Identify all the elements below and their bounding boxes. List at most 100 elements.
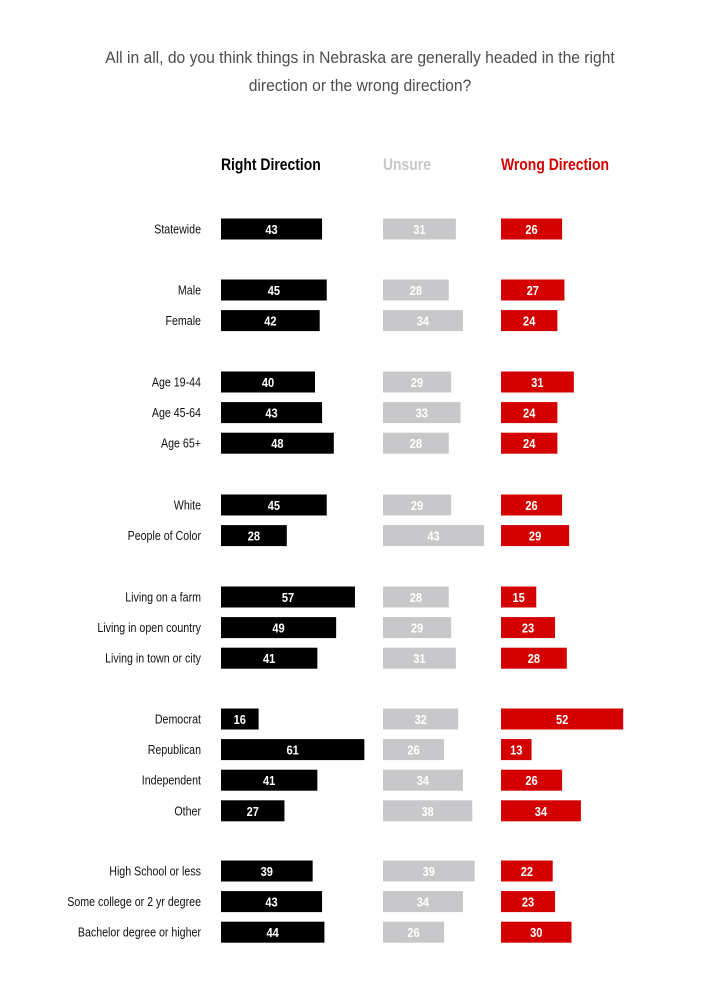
bar-unsure — [383, 860, 475, 882]
data-label: 45 — [268, 283, 281, 298]
category-label: Statewide — [154, 221, 201, 236]
bar-right-direction — [221, 218, 323, 240]
bar-wrong-direction — [501, 279, 565, 301]
data-label: 39 — [261, 864, 274, 879]
bar-unsure — [383, 310, 463, 332]
data-label: 52 — [556, 712, 569, 727]
bar-right-direction — [221, 371, 315, 393]
bar-unsure — [383, 279, 449, 301]
bar-right-direction — [221, 617, 337, 639]
category-label: Male — [178, 282, 201, 297]
data-label: 43 — [265, 222, 278, 237]
bar-wrong-direction — [501, 647, 567, 669]
bar-unsure — [383, 891, 463, 913]
category-label: Some college or 2 yr degree — [67, 894, 201, 909]
data-label: 23 — [522, 621, 535, 636]
data-label: 41 — [263, 773, 276, 788]
data-label: 42 — [264, 314, 277, 329]
bar-unsure — [383, 800, 473, 822]
bar-wrong-direction — [501, 310, 558, 332]
bar-unsure — [383, 617, 452, 639]
bar-unsure — [383, 769, 463, 791]
data-label: 23 — [522, 895, 535, 910]
bar-right-direction — [221, 310, 320, 332]
bar-wrong-direction — [501, 739, 532, 761]
bar-wrong-direction — [501, 800, 581, 822]
data-label: 49 — [272, 621, 285, 636]
bar-wrong-direction — [501, 525, 570, 547]
bar-unsure — [383, 218, 456, 240]
data-label: 48 — [271, 436, 284, 451]
data-label: 61 — [287, 743, 300, 758]
data-label: 30 — [530, 925, 543, 940]
bar-unsure — [383, 739, 445, 761]
bar-wrong-direction — [501, 921, 572, 943]
data-label: 28 — [410, 283, 423, 298]
data-label: 38 — [422, 804, 435, 819]
data-label: 44 — [267, 925, 280, 940]
bar-wrong-direction — [501, 586, 537, 608]
bar-wrong-direction — [501, 769, 563, 791]
category-label: Bachelor degree or higher — [78, 925, 201, 940]
data-label: 33 — [416, 406, 429, 421]
data-label: 28 — [528, 651, 541, 666]
bar-right-direction — [221, 860, 313, 882]
bar-wrong-direction — [501, 617, 556, 639]
category-label: Other — [174, 803, 201, 818]
data-label: 24 — [523, 314, 536, 329]
data-label: 28 — [248, 529, 261, 544]
bar-right-direction — [221, 769, 318, 791]
data-label: 31 — [531, 375, 544, 390]
legend-unsure: Unsure — [383, 156, 431, 175]
bar-wrong-direction — [501, 432, 558, 454]
bar-wrong-direction — [501, 708, 624, 730]
data-label: 26 — [525, 222, 538, 237]
bar-wrong-direction — [501, 402, 558, 424]
data-label: 15 — [512, 590, 525, 605]
data-label: 24 — [523, 436, 536, 451]
data-label: 26 — [525, 773, 538, 788]
category-label: Age 45-64 — [152, 405, 201, 420]
bar-unsure — [383, 432, 449, 454]
category-label: People of Color — [128, 528, 201, 543]
data-label: 27 — [527, 283, 540, 298]
bar-right-direction — [221, 708, 259, 730]
legend-right-direction: Right Direction — [221, 156, 321, 175]
data-label: 26 — [407, 743, 420, 758]
category-label: Female — [165, 313, 201, 328]
bar-right-direction — [221, 494, 327, 516]
bar-wrong-direction — [501, 218, 563, 240]
data-label: 24 — [523, 406, 536, 421]
bar-unsure — [383, 921, 445, 943]
data-label: 43 — [427, 529, 440, 544]
category-label: Republican — [148, 742, 201, 757]
data-label: 27 — [247, 804, 260, 819]
bar-right-direction — [221, 586, 355, 608]
bar-wrong-direction — [501, 371, 574, 393]
data-label: 16 — [234, 712, 247, 727]
bar-unsure — [383, 586, 449, 608]
bar-wrong-direction — [501, 860, 553, 882]
data-label: 31 — [413, 651, 426, 666]
data-label: 57 — [282, 590, 295, 605]
category-label: Living on a farm — [125, 589, 201, 604]
data-label: 22 — [521, 864, 534, 879]
data-label: 26 — [407, 925, 420, 940]
data-label: 29 — [411, 621, 424, 636]
data-label: 28 — [410, 436, 423, 451]
bar-unsure — [383, 647, 456, 669]
category-label: White — [174, 497, 202, 512]
data-label: 29 — [411, 375, 424, 390]
bar-right-direction — [221, 921, 325, 943]
data-label: 34 — [417, 314, 430, 329]
data-label: 26 — [525, 498, 538, 513]
category-label: Living in town or city — [105, 651, 201, 666]
category-label: Democrat — [155, 711, 202, 726]
bar-wrong-direction — [501, 891, 556, 913]
bar-right-direction — [221, 800, 285, 822]
data-label: 34 — [417, 895, 430, 910]
bar-wrong-direction — [501, 494, 563, 516]
category-label: High School or less — [109, 863, 201, 878]
category-label: Age 19-44 — [152, 374, 201, 389]
